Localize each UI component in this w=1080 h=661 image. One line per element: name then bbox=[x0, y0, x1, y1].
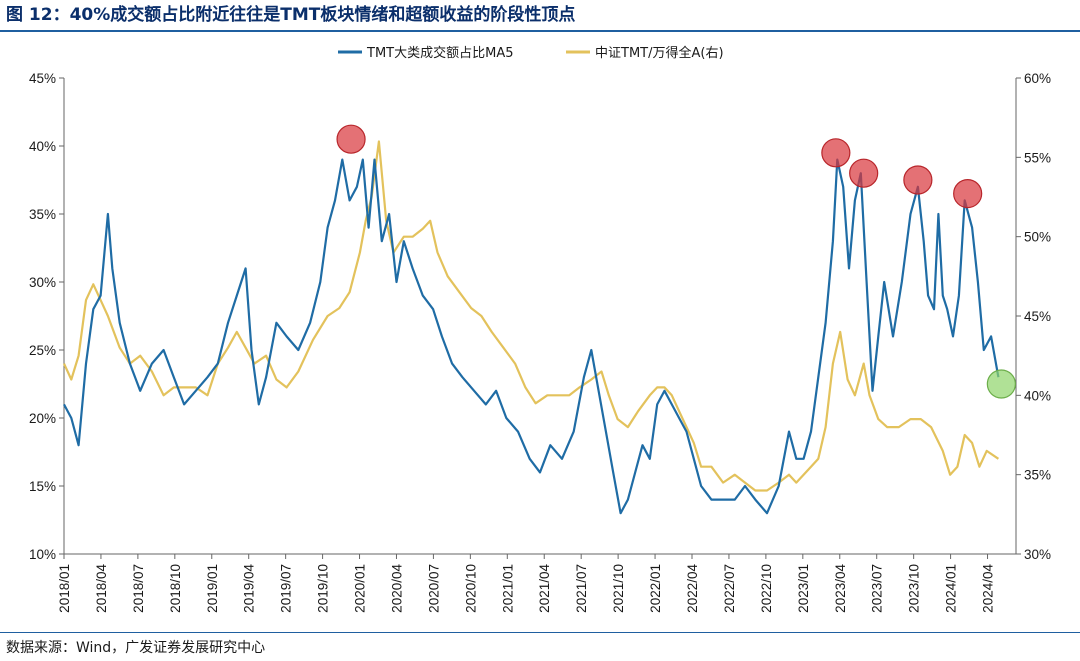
left-tick-label: 35% bbox=[29, 207, 56, 222]
x-tick-label: 2020/10 bbox=[463, 564, 478, 613]
left-tick-label: 45% bbox=[29, 71, 56, 86]
source-note: 数据来源：Wind，广发证券发展研究中心 bbox=[6, 640, 266, 656]
x-tick-label: 2022/07 bbox=[722, 564, 737, 613]
left-tick-label: 10% bbox=[29, 547, 56, 562]
right-tick-label: 60% bbox=[1024, 71, 1051, 86]
right-tick-label: 50% bbox=[1024, 230, 1051, 245]
highlight-marker bbox=[821, 138, 851, 168]
x-tick-label: 2023/07 bbox=[870, 564, 885, 613]
highlight-marker bbox=[986, 369, 1016, 399]
figure-title: 图 12：40%成交额占比附近往往是TMT板块情绪和超额收益的阶段性顶点 bbox=[6, 5, 576, 25]
x-tick-label: 2021/04 bbox=[537, 564, 552, 613]
x-tick-label: 2021/01 bbox=[500, 564, 515, 613]
right-tick-label: 35% bbox=[1024, 468, 1051, 483]
title-divider bbox=[0, 30, 1080, 32]
series-line-tmt-ratio bbox=[63, 140, 1000, 492]
highlight-marker bbox=[336, 124, 366, 154]
left-tick-label: 20% bbox=[29, 411, 56, 426]
right-tick-label: 55% bbox=[1024, 150, 1051, 165]
line-chart: 10% 15% 20% 25% 30% 35% 40% 45% 30% 35% 40% 45% 50% 5… bbox=[29, 45, 1051, 613]
x-tick-label: 2022/10 bbox=[759, 564, 774, 613]
highlight-marker bbox=[849, 158, 879, 188]
left-tick-label: 15% bbox=[29, 479, 56, 494]
x-tick-label: 2018/07 bbox=[131, 564, 146, 613]
x-tick-label: 2018/10 bbox=[168, 564, 183, 613]
chart-series bbox=[63, 140, 1000, 515]
highlight-marker bbox=[953, 179, 983, 209]
x-tick-label: 2020/01 bbox=[353, 564, 368, 613]
x-tick-label: 2018/04 bbox=[94, 564, 109, 613]
right-tick-label: 30% bbox=[1024, 547, 1051, 562]
x-tick-label: 2019/07 bbox=[279, 564, 294, 613]
highlight-marker bbox=[903, 165, 933, 195]
x-tick-label: 2019/01 bbox=[205, 564, 220, 613]
x-tick-label: 2022/04 bbox=[685, 564, 700, 613]
left-tick-label: 25% bbox=[29, 343, 56, 358]
source-divider bbox=[0, 632, 1080, 633]
series-line-turnover-share bbox=[63, 158, 1000, 515]
x-tick-label: 2022/01 bbox=[648, 564, 663, 613]
x-tick-label: 2020/04 bbox=[389, 564, 404, 613]
x-tick-label: 2024/04 bbox=[981, 564, 996, 613]
x-tick-label: 2024/01 bbox=[944, 564, 959, 613]
chart-legend: TMT大类成交额占比MA5 中证TMT/万得全A(右) bbox=[338, 45, 724, 61]
x-tick-label: 2023/10 bbox=[907, 564, 922, 613]
left-tick-label: 30% bbox=[29, 275, 56, 290]
x-tick-label: 2023/04 bbox=[833, 564, 848, 613]
x-tick-label: 2019/04 bbox=[242, 564, 257, 613]
chart-axes: 10% 15% 20% 25% 30% 35% 40% 45% 30% 35% 40% 45% 50% 5… bbox=[29, 71, 1051, 613]
left-tick-label: 40% bbox=[29, 139, 56, 154]
right-tick-label: 40% bbox=[1024, 388, 1051, 403]
chart-highlights bbox=[336, 124, 1016, 399]
x-tick-label: 2018/01 bbox=[57, 564, 72, 613]
x-tick-label: 2021/07 bbox=[574, 564, 589, 613]
x-tick-label: 2019/10 bbox=[316, 564, 331, 613]
legend-label-turnover-share: TMT大类成交额占比MA5 bbox=[366, 45, 513, 61]
right-tick-label: 45% bbox=[1024, 309, 1051, 324]
x-tick-label: 2021/10 bbox=[611, 564, 626, 613]
legend-label-tmt-ratio: 中证TMT/万得全A(右) bbox=[595, 45, 724, 61]
x-tick-label: 2020/07 bbox=[426, 564, 441, 613]
x-tick-label: 2023/01 bbox=[796, 564, 811, 613]
